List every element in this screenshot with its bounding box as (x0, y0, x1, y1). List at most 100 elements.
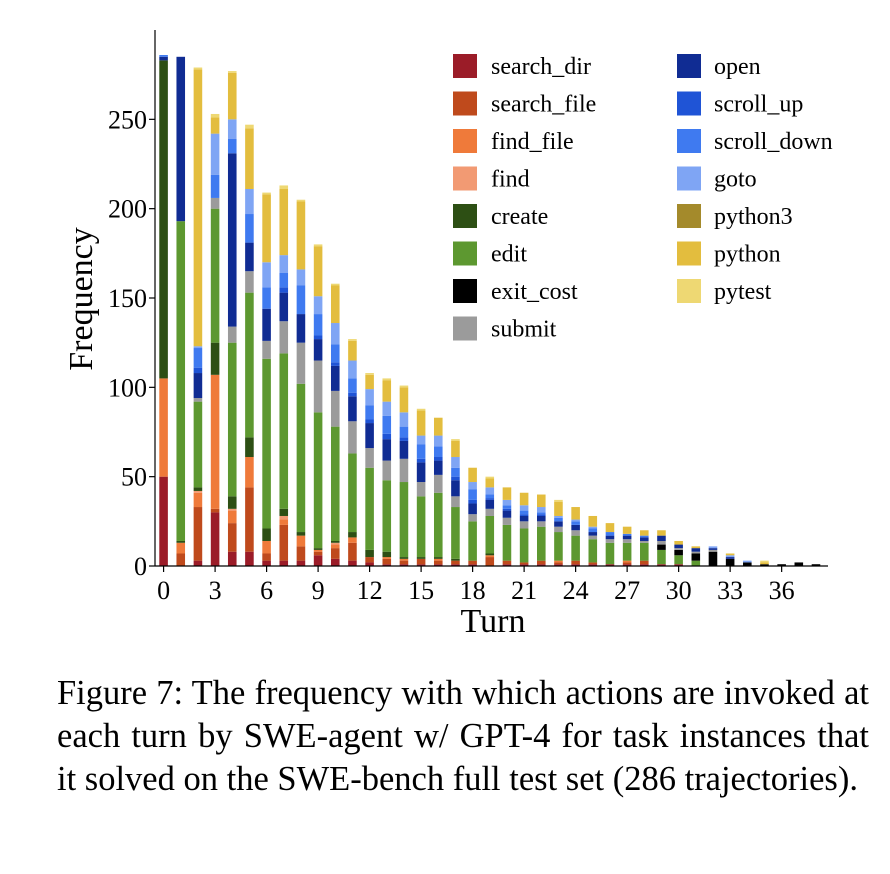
bar-segment-scroll_down-turn-16 (433, 446, 443, 458)
bar-segment-open-turn-32 (708, 548, 718, 550)
bar-segment-find_file-turn-0 (159, 378, 168, 477)
bar-segment-open-turn-4 (227, 153, 237, 327)
bar-segment-search_dir-turn-13 (382, 564, 392, 566)
bar-segment-python-turn-13 (382, 380, 392, 402)
bar-segment-goto-turn-19 (485, 487, 495, 495)
bar-segment-scroll_up-turn-15 (416, 458, 426, 463)
bar-segment-open-turn-9 (313, 339, 323, 361)
bar-segment-exit_cost-turn-31 (691, 553, 701, 561)
y-tick-label: 150 (108, 284, 147, 313)
bar-segment-submit-turn-19 (485, 508, 495, 516)
bar-segment-create-turn-4 (227, 496, 237, 509)
bar-segment-python-turn-26 (605, 523, 615, 533)
bar-segment-search_file-turn-20 (502, 560, 512, 565)
bar-segment-python-turn-18 (468, 467, 477, 483)
legend-swatch-search_dir (453, 54, 477, 78)
bar-segment-edit-turn-3 (210, 208, 220, 343)
bar-segment-scroll_up-turn-11 (348, 392, 357, 397)
bar-segment-search_dir-turn-22 (537, 564, 546, 566)
bar-segment-submit-turn-5 (245, 271, 254, 293)
bar-segment-open-turn-17 (451, 480, 460, 497)
bar-segment-create-turn-9 (313, 548, 323, 550)
bar-segment-find-turn-4 (227, 508, 237, 511)
bar-segment-search_dir-turn-24 (571, 564, 580, 566)
bar-segment-pytest-turn-10 (330, 283, 340, 286)
bar-segment-find_file-turn-16 (433, 558, 443, 561)
bar-segment-scroll_up-turn-9 (313, 335, 323, 340)
bar-segment-scroll_down-turn-23 (554, 517, 563, 522)
bar-segment-python-turn-14 (399, 387, 409, 413)
bar-segment-search_file-turn-9 (313, 551, 323, 556)
bar-segment-python-turn-31 (691, 546, 701, 549)
x-tick-label: 33 (717, 576, 743, 605)
bar-segment-exit_cost-turn-29 (657, 544, 666, 550)
bar-segment-search_dir-turn-25 (588, 564, 598, 566)
bar-segment-create-turn-0 (159, 60, 168, 379)
bar-segment-edit-turn-22 (537, 526, 546, 561)
bar-segment-submit-turn-13 (382, 460, 392, 481)
bar-segment-find_file-turn-5 (245, 457, 254, 488)
bar-segment-pytest-turn-14 (399, 385, 409, 388)
bar-segment-open-turn-11 (348, 396, 357, 422)
bar-segment-exit_cost-turn-36 (777, 564, 786, 566)
bar-segment-goto-turn-18 (468, 482, 477, 490)
bar-stacks (159, 55, 821, 566)
bar-segment-search_dir-turn-3 (210, 512, 220, 566)
bar-segment-edit-turn-30 (674, 555, 683, 565)
bar-segment-pytest-turn-15 (416, 408, 426, 411)
bar-segment-scroll_down-turn-10 (330, 344, 340, 363)
bar-segment-scroll_down-turn-26 (605, 532, 615, 536)
bar-segment-open-turn-15 (416, 462, 426, 483)
bar-segment-find_file-turn-1 (176, 542, 186, 554)
bar-segment-edit-turn-7 (279, 353, 289, 509)
x-tick-label: 27 (614, 576, 640, 605)
bar-segment-submit-turn-9 (313, 360, 323, 413)
bar-segment-submit-turn-29 (657, 540, 666, 545)
bar-segment-python-turn-20 (502, 487, 512, 500)
bar-segment-open-turn-29 (657, 535, 666, 541)
bar-segment-submit-turn-6 (262, 340, 271, 359)
bar-segment-find_file-turn-14 (399, 558, 409, 561)
bar-segment-search_file-turn-1 (176, 553, 186, 566)
legend-swatch-exit_cost (453, 279, 477, 303)
bar-segment-submit-turn-27 (622, 539, 632, 543)
y-tick-label: 200 (108, 195, 147, 224)
bar-segment-find_file-turn-8 (296, 535, 306, 547)
bar-segment-python-turn-5 (245, 128, 254, 190)
bar-segment-find_file-turn-7 (279, 519, 289, 525)
legend-swatch-open (677, 54, 701, 78)
bar-segment-edit-turn-15 (416, 496, 426, 558)
bar-segment-search_file-turn-21 (519, 562, 529, 565)
bar-segment-search_dir-turn-10 (330, 558, 340, 566)
x-tick-label: 24 (563, 576, 589, 605)
bar-segment-search_file-turn-11 (348, 542, 357, 561)
bar-segment-scroll_up-turn-14 (399, 437, 409, 441)
bar-segment-search_file-turn-19 (485, 557, 495, 566)
bar-segment-exit_cost-turn-32 (708, 551, 718, 566)
bar-segment-scroll_up-turn-21 (519, 514, 529, 516)
bar-segment-goto-turn-20 (502, 499, 512, 506)
legend-label-search_dir: search_dir (491, 54, 591, 80)
bar-segment-search_dir-turn-20 (502, 564, 512, 566)
bar-segment-submit-turn-16 (433, 474, 443, 493)
y-axis-label: Frequency (63, 227, 100, 371)
x-tick-label: 12 (357, 576, 383, 605)
bar-segment-open-turn-19 (485, 499, 495, 509)
bar-segment-edit-turn-27 (622, 542, 632, 561)
bar-segment-pytest-turn-3 (210, 113, 220, 118)
bar-segment-edit-turn-19 (485, 515, 495, 554)
bar-segment-create-turn-8 (296, 532, 306, 536)
bar-segment-python-turn-33 (725, 553, 735, 556)
bar-segment-search_dir-turn-30 (674, 564, 683, 566)
bar-segment-edit-turn-21 (519, 528, 529, 563)
bar-segment-search_dir-turn-2 (193, 560, 203, 566)
bar-segment-search_file-turn-4 (227, 523, 237, 552)
bar-segment-scroll_down-turn-6 (262, 287, 271, 309)
bar-segment-scroll_down-turn-9 (313, 314, 323, 336)
bar-segment-goto-turn-25 (588, 526, 598, 529)
bar-segment-goto-turn-14 (399, 412, 409, 427)
bar-segment-search_file-turn-5 (245, 487, 254, 552)
bar-segment-search_file-turn-24 (571, 560, 580, 565)
bar-segment-find-turn-2 (193, 490, 203, 493)
